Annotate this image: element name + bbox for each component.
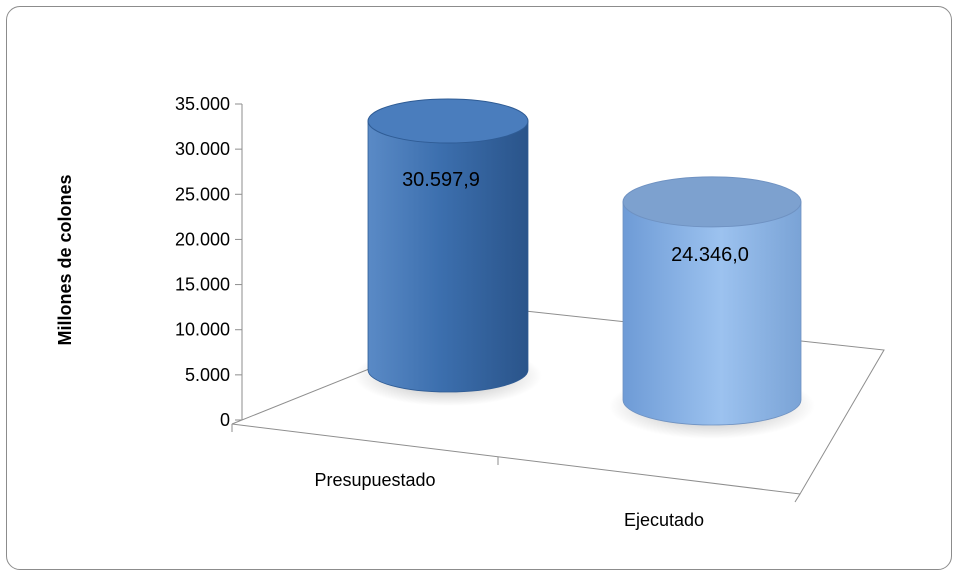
bar-body [367,120,529,393]
y-tick-label: 10.000 [175,320,230,340]
y-tick-label: 30.000 [175,139,230,159]
y-axis [235,103,243,421]
data-label: 30.597,9 [402,169,480,191]
x-tick-label: Presupuestado [314,470,435,490]
bar-body [622,201,802,426]
bar-ejecutado: 24.346,0 [609,176,815,439]
y-tick-label: 20.000 [175,229,230,249]
bar-presupuestado: 30.597,9 [354,98,542,406]
y-tick-label: 25.000 [175,184,230,204]
y-tick-label: 5.000 [185,365,230,385]
floor-tick [794,493,801,503]
y-tick-label: 0 [220,410,230,430]
x-tick-label: Ejecutado [624,510,704,530]
y-axis-title: Millones de colones [55,174,75,345]
y-tick-label: 15.000 [175,275,230,295]
bars: 30.597,9 24.346,0 [354,98,815,439]
bar-top [367,98,529,144]
x-tick-labels: Presupuestado Ejecutado [314,470,704,530]
y-tick-labels: 0 5.000 10.000 15.000 20.000 25.000 30.000 35.0… [175,94,230,430]
data-label: 24.346,0 [671,244,749,266]
y-tick-label: 35.000 [175,94,230,114]
bar-top [622,176,802,228]
